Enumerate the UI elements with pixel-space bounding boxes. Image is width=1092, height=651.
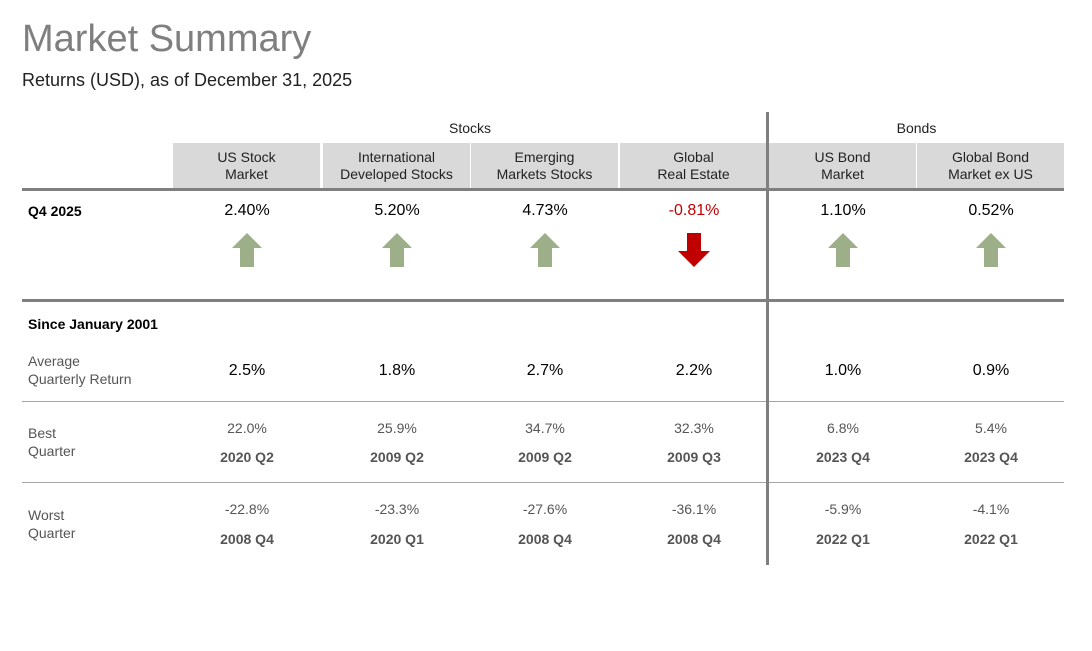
label-line: Quarter xyxy=(28,525,76,541)
group-header-stocks: Stocks xyxy=(448,120,491,136)
row-label-q4: Q4 2025 xyxy=(28,203,82,219)
label-line: Best xyxy=(28,425,57,441)
header-line: Developed Stocks xyxy=(340,165,453,182)
average-quarterly-return: 0.9% xyxy=(972,362,1010,379)
header-line: Market xyxy=(821,165,864,182)
best-quarter-period: 2009 Q3 xyxy=(667,449,721,465)
worst-quarter-return: -5.9% xyxy=(824,501,862,517)
worst-quarter-period: 2008 Q4 xyxy=(667,531,721,547)
page-subtitle: Returns (USD), as of December 31, 2025 xyxy=(22,70,353,90)
worst-quarter-period: 2008 Q4 xyxy=(518,531,572,547)
average-quarterly-return: 1.0% xyxy=(824,362,862,379)
header-line: Market ex US xyxy=(948,165,1033,182)
row-label-average: Average Quarterly Return xyxy=(28,352,131,388)
q4-return: -0.81% xyxy=(668,202,720,219)
header-line: US Bond xyxy=(814,148,871,165)
arrow-up-icon xyxy=(917,233,1065,267)
best-quarter-period: 2023 Q4 xyxy=(964,449,1018,465)
label-line: Quarterly Return xyxy=(28,371,132,387)
best-quarter-period: 2009 Q2 xyxy=(370,449,424,465)
page-title: Market Summary xyxy=(22,18,312,60)
average-quarterly-return: 1.8% xyxy=(378,362,416,379)
worst-quarter-return: -36.1% xyxy=(671,501,717,517)
best-quarter-return: 5.4% xyxy=(975,420,1007,436)
arrow-down-icon xyxy=(620,233,768,267)
best-quarter-period: 2009 Q2 xyxy=(518,449,572,465)
q4-return: 4.73% xyxy=(522,202,568,219)
label-line: Worst xyxy=(28,507,65,523)
column-header: Global Real Estate xyxy=(620,143,767,188)
section-divider xyxy=(22,299,1064,302)
worst-quarter-period: 2008 Q4 xyxy=(220,531,274,547)
label-line: Quarter xyxy=(28,443,76,459)
row-label-best: Best Quarter xyxy=(28,424,75,460)
header-line: Market xyxy=(225,165,268,182)
q4-return: 2.40% xyxy=(224,202,270,219)
worst-quarter-return: -22.8% xyxy=(224,501,270,517)
worst-quarter-period: 2022 Q1 xyxy=(816,531,870,547)
arrow-up-icon xyxy=(471,233,619,267)
column-header: Emerging Markets Stocks xyxy=(471,143,618,188)
q4-return: 1.10% xyxy=(820,202,866,219)
header-line: Real Estate xyxy=(657,165,730,182)
column-header: International Developed Stocks xyxy=(323,143,470,188)
row-label-since: Since January 2001 xyxy=(28,316,158,332)
average-quarterly-return: 2.7% xyxy=(526,362,564,379)
best-quarter-return: 32.3% xyxy=(674,420,714,436)
header-line: Global Bond xyxy=(951,148,1030,165)
worst-quarter-period: 2020 Q1 xyxy=(370,531,424,547)
column-header: US Bond Market xyxy=(769,143,916,188)
header-line: US Stock xyxy=(217,148,276,165)
arrow-up-icon xyxy=(173,233,321,267)
row-divider xyxy=(22,401,1064,402)
worst-quarter-period: 2022 Q1 xyxy=(964,531,1018,547)
worst-quarter-return: -27.6% xyxy=(522,501,568,517)
worst-quarter-return: -4.1% xyxy=(972,501,1010,517)
best-quarter-return: 6.8% xyxy=(827,420,859,436)
average-quarterly-return: 2.5% xyxy=(228,362,266,379)
header-line: Emerging xyxy=(514,148,575,165)
header-divider xyxy=(22,188,1064,191)
best-quarter-return: 34.7% xyxy=(525,420,565,436)
group-header-bonds: Bonds xyxy=(896,120,937,136)
column-header: Global Bond Market ex US xyxy=(917,143,1064,188)
arrow-up-icon xyxy=(769,233,917,267)
best-quarter-period: 2020 Q2 xyxy=(220,449,274,465)
column-header: US Stock Market xyxy=(173,143,320,188)
q4-return: 5.20% xyxy=(374,202,420,219)
worst-quarter-return: -23.3% xyxy=(374,501,420,517)
best-quarter-period: 2023 Q4 xyxy=(816,449,870,465)
header-line: International xyxy=(357,148,436,165)
header-line: Markets Stocks xyxy=(496,165,593,182)
best-quarter-return: 25.9% xyxy=(377,420,417,436)
stocks-bonds-divider xyxy=(766,112,769,565)
q4-return: 0.52% xyxy=(968,202,1014,219)
arrow-up-icon xyxy=(323,233,471,267)
row-label-worst: Worst Quarter xyxy=(28,506,75,542)
average-quarterly-return: 2.2% xyxy=(675,362,713,379)
header-line: Global xyxy=(673,148,714,165)
label-line: Average xyxy=(28,353,80,369)
best-quarter-return: 22.0% xyxy=(227,420,267,436)
row-divider xyxy=(22,482,1064,483)
